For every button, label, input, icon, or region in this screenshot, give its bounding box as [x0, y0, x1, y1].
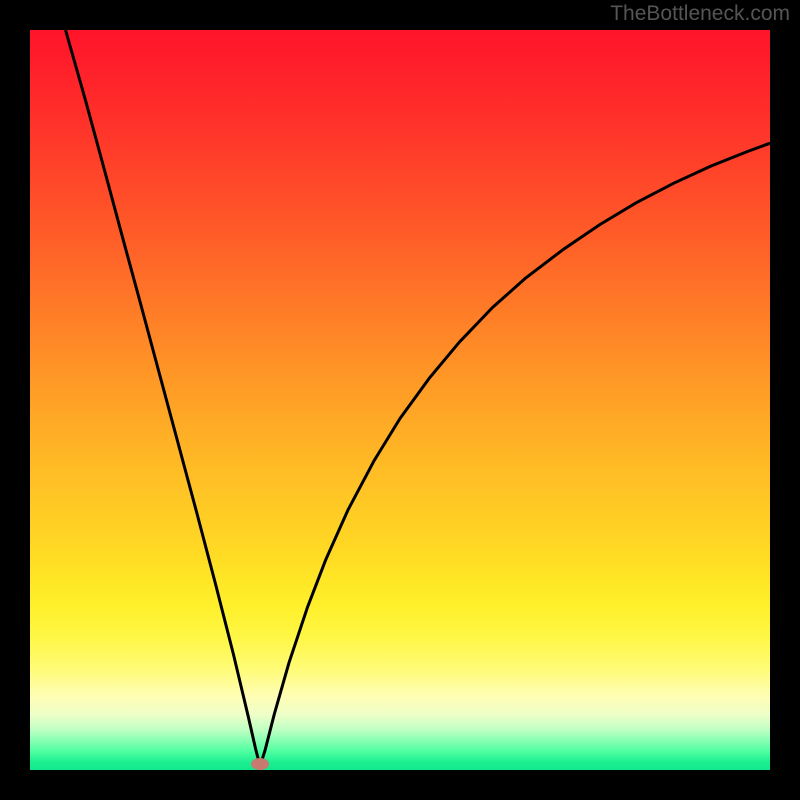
watermark-text: TheBottleneck.com [610, 2, 790, 26]
curve-path [66, 30, 770, 766]
valley-marker [251, 758, 269, 770]
chart-plot-area [30, 30, 770, 770]
bottleneck-curve [30, 30, 770, 770]
